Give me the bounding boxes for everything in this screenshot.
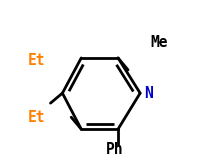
Text: Me: Me xyxy=(149,35,167,50)
Text: Ph: Ph xyxy=(105,142,123,157)
Text: N: N xyxy=(144,86,152,101)
Text: Et: Et xyxy=(27,110,45,125)
Text: Et: Et xyxy=(27,53,45,68)
